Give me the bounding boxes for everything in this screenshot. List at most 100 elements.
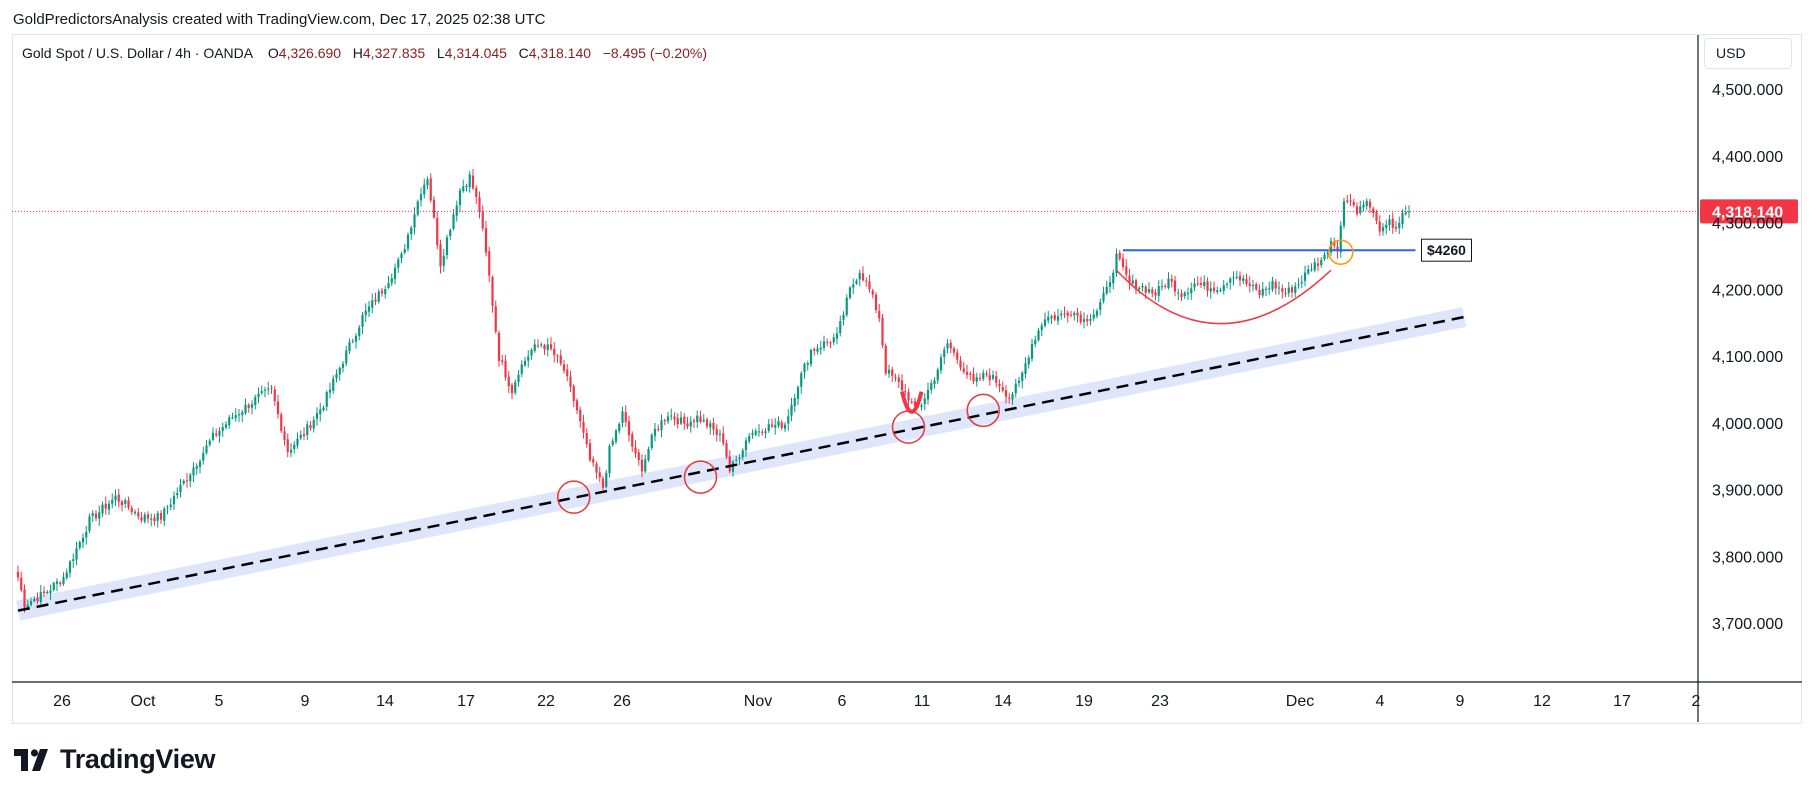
candle-body [514, 382, 517, 393]
tradingview-logo-text: TradingView [60, 744, 216, 774]
candle-body [1222, 285, 1225, 291]
candle-body [848, 287, 852, 298]
y-tick-label: 4,200.000 [1712, 282, 1783, 299]
candle-body [1115, 253, 1118, 274]
candle-body [507, 376, 510, 387]
candle-body [699, 416, 702, 423]
candle-body [718, 434, 722, 436]
candle-body [354, 335, 358, 342]
candle-body [289, 449, 293, 453]
candle-body [1229, 278, 1232, 283]
candle-body [374, 299, 377, 302]
candle-body [1271, 280, 1274, 290]
candle-body [657, 428, 660, 430]
candle-body [367, 306, 371, 312]
candle-body [1391, 218, 1394, 228]
candle-body [146, 514, 150, 519]
candle-body [774, 424, 777, 428]
candle-body [387, 283, 390, 288]
candle-body [806, 363, 809, 365]
candle-body [816, 348, 819, 352]
candle-body [631, 434, 634, 447]
candle-body [1349, 200, 1352, 202]
candle-body [1323, 254, 1326, 260]
candle-body [777, 421, 780, 426]
candle-body [78, 541, 81, 548]
candle-body [150, 518, 153, 520]
candle-body [969, 373, 972, 375]
candle-body [1339, 225, 1342, 253]
candle-body [1372, 208, 1375, 214]
x-tick-label: 17 [457, 693, 475, 710]
candle-body [1151, 289, 1154, 294]
candle-body [1177, 292, 1180, 294]
candle-body [114, 495, 117, 501]
symbol-legend[interactable]: Gold Spot / U.S. Dollar / 4h · OANDA O4,… [22, 45, 708, 61]
candle-body [1329, 241, 1333, 253]
candle-body [338, 367, 341, 375]
candle-body [429, 178, 432, 201]
candle-body [1251, 284, 1255, 287]
candle-body [371, 300, 374, 308]
candle-body [683, 416, 686, 424]
resistance-label: $4260 [1427, 242, 1466, 258]
candle-body [449, 229, 452, 237]
y-tick-label: 4,100.000 [1712, 349, 1783, 366]
candle-body [735, 459, 738, 461]
candle-body [608, 446, 611, 474]
x-tick-label: 12 [1533, 693, 1551, 710]
candle-body [527, 356, 530, 361]
candle-body [884, 345, 887, 374]
trend-channel-group [16, 307, 1467, 621]
candle-body [267, 388, 270, 390]
candle-body [286, 439, 289, 452]
candle-body [566, 369, 569, 376]
x-tick-label: 26 [613, 693, 631, 710]
candle-body [1333, 241, 1336, 246]
candle-body [858, 272, 861, 280]
candle-body [1300, 281, 1303, 284]
candle-body [1173, 280, 1177, 292]
candle-body [764, 431, 767, 434]
chart-axes-group [12, 35, 1802, 722]
candle-body [107, 503, 111, 510]
candle-body [1190, 288, 1193, 294]
x-tick-label: Oct [131, 693, 156, 710]
candle-body [224, 424, 228, 428]
candle-body [959, 360, 962, 368]
support-touch-circle [966, 393, 1000, 428]
currency-selector[interactable]: USD [1704, 38, 1792, 69]
candle-body [572, 386, 575, 402]
candle-body [260, 391, 263, 393]
candle-body [1261, 288, 1264, 296]
candle-body [543, 345, 546, 350]
x-tick-label: 19 [1075, 693, 1093, 710]
candle-body [926, 389, 930, 400]
candle-body [978, 378, 982, 380]
candle-body [1235, 276, 1238, 278]
candle-body [553, 348, 556, 356]
candle-body [702, 419, 705, 422]
open-label: O [267, 45, 279, 61]
x-tick-label: 17 [1613, 693, 1631, 710]
candle-body [1089, 319, 1092, 321]
candle-body [540, 344, 543, 346]
candle-body [247, 405, 250, 408]
support-touch-circle [891, 410, 926, 444]
candle-body [400, 253, 403, 259]
support-touch-circle [557, 480, 591, 514]
candle-body [787, 416, 790, 424]
x-tick-label: 9 [1456, 693, 1465, 710]
candle-body [1024, 363, 1027, 374]
candle-body [946, 343, 949, 349]
candle-body [1056, 316, 1060, 321]
candle-body [1287, 287, 1290, 294]
candle-body [332, 378, 335, 391]
candle-body [663, 419, 666, 422]
tradingview-logo[interactable]: TradingView [14, 744, 216, 775]
candle-body [1131, 280, 1134, 284]
candle-body [1264, 288, 1268, 290]
candle-body [1170, 278, 1173, 282]
candle-body [585, 433, 588, 445]
